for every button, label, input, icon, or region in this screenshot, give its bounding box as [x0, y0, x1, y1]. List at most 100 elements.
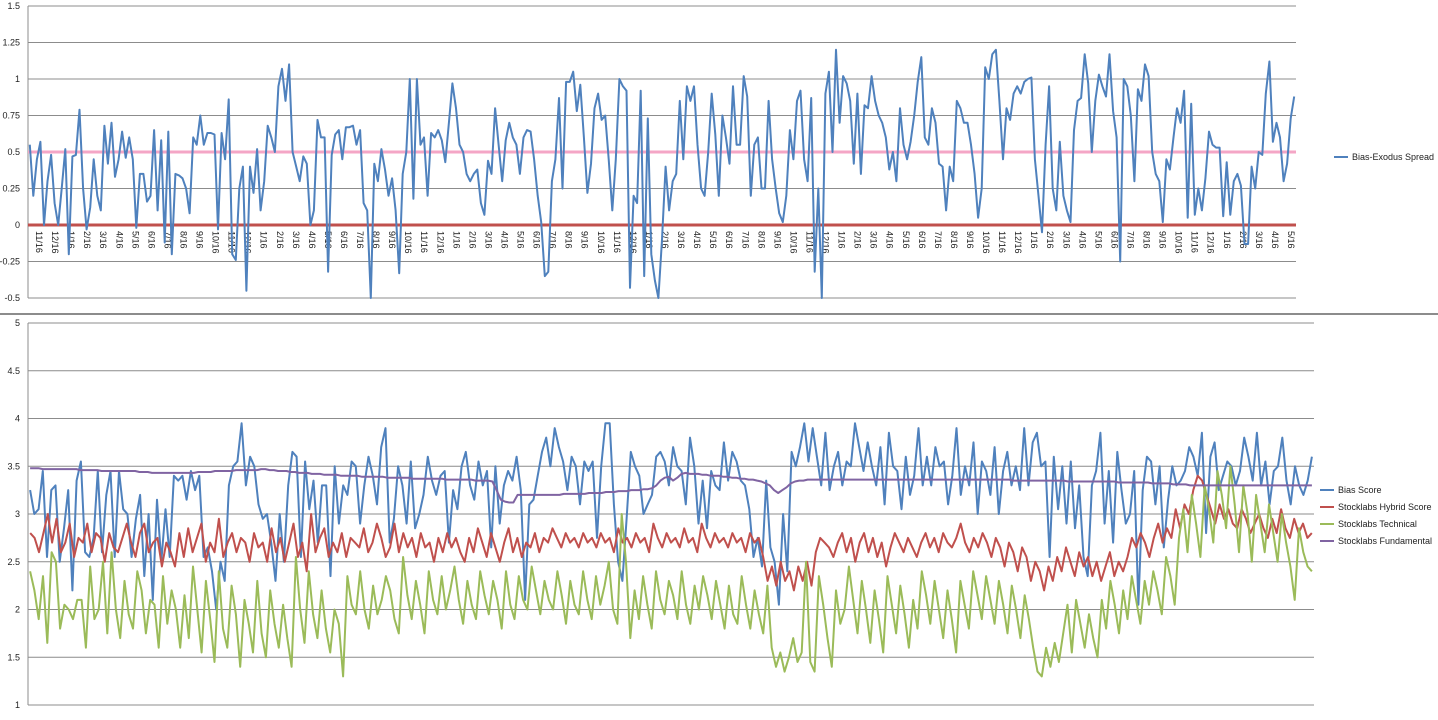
scores-chart: 1 1.5 2 2.5 3 3.5 4 4.5 5 Bias Score Stocklabs Hyb…: [7, 318, 1432, 710]
x-tick-label: 1/16: [1222, 231, 1232, 249]
series-line-stocklabs-hybrid-score: [29, 474, 1313, 592]
x-tick-label: 7/16: [355, 231, 365, 249]
x-tick-label: 8/16: [949, 231, 959, 249]
y-tick-label: 1: [15, 74, 20, 84]
x-tick-label: 4/16: [885, 231, 895, 249]
x-tick-label: 3/16: [483, 231, 493, 249]
x-tick-label: 11/16: [804, 231, 814, 253]
x-tick-label: 4/16: [1077, 231, 1087, 249]
x-tick-label: 12/16: [821, 231, 831, 254]
x-tick-label: 8/16: [178, 231, 188, 249]
x-tick-label: 9/16: [772, 231, 782, 249]
x-tick-label: 5/16: [1286, 231, 1296, 249]
x-tick-label: 10/16: [981, 231, 991, 254]
y-tick-label: 1: [15, 700, 20, 710]
x-tick-label: 2/16: [82, 231, 92, 249]
x-tick-label: 2/16: [660, 231, 670, 249]
x-tick-label: 2/16: [467, 231, 477, 249]
x-tick-label: 6/16: [532, 231, 542, 249]
x-tick-label: 4/16: [1270, 231, 1280, 249]
series-line-stocklabs-fundamental: [30, 467, 1312, 504]
x-tick-label: 6/16: [1109, 231, 1119, 249]
series-line-stocklabs-technical: [29, 465, 1313, 678]
series-line-bias-exodus-spread: [28, 48, 1296, 299]
series-line-bias-score: [29, 422, 1313, 611]
x-tick-label: 12/16: [50, 231, 60, 254]
x-tick-label: 7/16: [933, 231, 943, 249]
x-tick-label: 7/16: [740, 231, 750, 249]
y-tick-label: 0.5: [7, 147, 20, 157]
x-tick-label: 12/16: [1206, 231, 1216, 254]
x-tick-label: 5/16: [708, 231, 718, 249]
x-tick-label: 5/16: [516, 231, 526, 249]
x-tick-label: 7/16: [548, 231, 558, 249]
x-tick-label: 12/16: [1013, 231, 1023, 254]
spread-chart-panel: -0.5 -0.25 0 0.25 0.5 0.75 1 1.25 1.5 11/16 12/16 1…: [0, 0, 1438, 314]
x-tick-label: 5/16: [1093, 231, 1103, 249]
x-tick-label: 3/16: [1254, 231, 1264, 249]
x-tick-label: 11/16: [1190, 231, 1200, 253]
y-tick-label: 4: [15, 414, 20, 424]
x-tick-label: 10/16: [596, 231, 606, 254]
x-tick-label: 2/16: [1045, 231, 1055, 249]
y-tick-label: 5: [15, 318, 20, 328]
y-tick-label: 2.5: [7, 557, 20, 567]
x-tick-label: 6/16: [339, 231, 349, 249]
legend-label-stocklabs-technical: Stocklabs Technical: [1338, 519, 1417, 529]
x-tick-label: 8/16: [371, 231, 381, 249]
x-tick-label: 10/16: [403, 231, 413, 254]
y-tick-label: 1.5: [7, 652, 20, 662]
spread-chart: -0.5 -0.25 0 0.25 0.5 0.75 1 1.25 1.5 11/16 12/16 1…: [0, 1, 1434, 303]
x-tick-label: 8/16: [564, 231, 574, 249]
y-tick-label: 3: [15, 509, 20, 519]
x-tick-label: 3/16: [869, 231, 879, 249]
x-tick-label: 9/16: [387, 231, 397, 249]
x-tick-label: 4/16: [499, 231, 509, 249]
x-tick-label: 10/16: [1174, 231, 1184, 254]
y-tick-label: 0.25: [2, 184, 20, 194]
x-tick-label: 6/16: [724, 231, 734, 249]
x-tick-label: 6/16: [917, 231, 927, 249]
x-tick-label: 1/16: [837, 231, 847, 249]
x-tick-label: 12/16: [628, 231, 638, 254]
x-tick-label: 8/16: [756, 231, 766, 249]
legend-label-bias-score: Bias Score: [1338, 485, 1382, 495]
x-tick-label: 2/16: [1238, 231, 1248, 249]
x-tick-label: 11/16: [612, 231, 622, 253]
x-tick-label: 8/16: [1142, 231, 1152, 249]
x-tick-label: 1/16: [644, 231, 654, 249]
x-tick-label: 4/16: [114, 231, 124, 249]
x-tick-label: 3/16: [291, 231, 301, 249]
x-tick-label: 1/16: [66, 231, 76, 249]
x-tick-label: 11/16: [997, 231, 1007, 253]
y-tick-label: -0.5: [4, 293, 20, 303]
y-tick-label: 1.25: [2, 38, 20, 48]
x-tick-label: 1/16: [451, 231, 461, 249]
x-tick-label: 10/16: [788, 231, 798, 254]
x-tick-label: 9/16: [965, 231, 975, 249]
x-tick-label: 11/16: [34, 231, 44, 253]
y-tick-label: -0.25: [0, 257, 20, 267]
x-tick-label: 1/16: [259, 231, 269, 249]
x-tick-label: 7/16: [162, 231, 172, 249]
x-tick-label: 6/16: [146, 231, 156, 249]
y-tick-label: 1.5: [7, 1, 20, 11]
x-tick-label: 5/16: [901, 231, 911, 249]
x-tick-label: 7/16: [1125, 231, 1135, 249]
x-tick-label: 11/16: [419, 231, 429, 253]
x-tick-label: 2/16: [275, 231, 285, 249]
x-tick-label: 9/16: [1158, 231, 1168, 249]
x-tick-label: 3/16: [676, 231, 686, 249]
x-tick-label: 10/16: [211, 231, 221, 254]
y-tick-label: 3.5: [7, 461, 20, 471]
x-tick-label: 9/16: [195, 231, 205, 249]
x-tick-label: 4/16: [692, 231, 702, 249]
legend-label-stocklabs-fundamental: Stocklabs Fundamental: [1338, 536, 1432, 546]
y-tick-label: 2: [15, 605, 20, 615]
x-tick-label: 2/16: [853, 231, 863, 249]
x-tick-label: 4/16: [307, 231, 317, 249]
x-tick-label: 5/16: [130, 231, 140, 249]
x-tick-label: 3/16: [98, 231, 108, 249]
x-tick-label: 1/16: [1029, 231, 1039, 249]
x-tick-label: 9/16: [580, 231, 590, 249]
